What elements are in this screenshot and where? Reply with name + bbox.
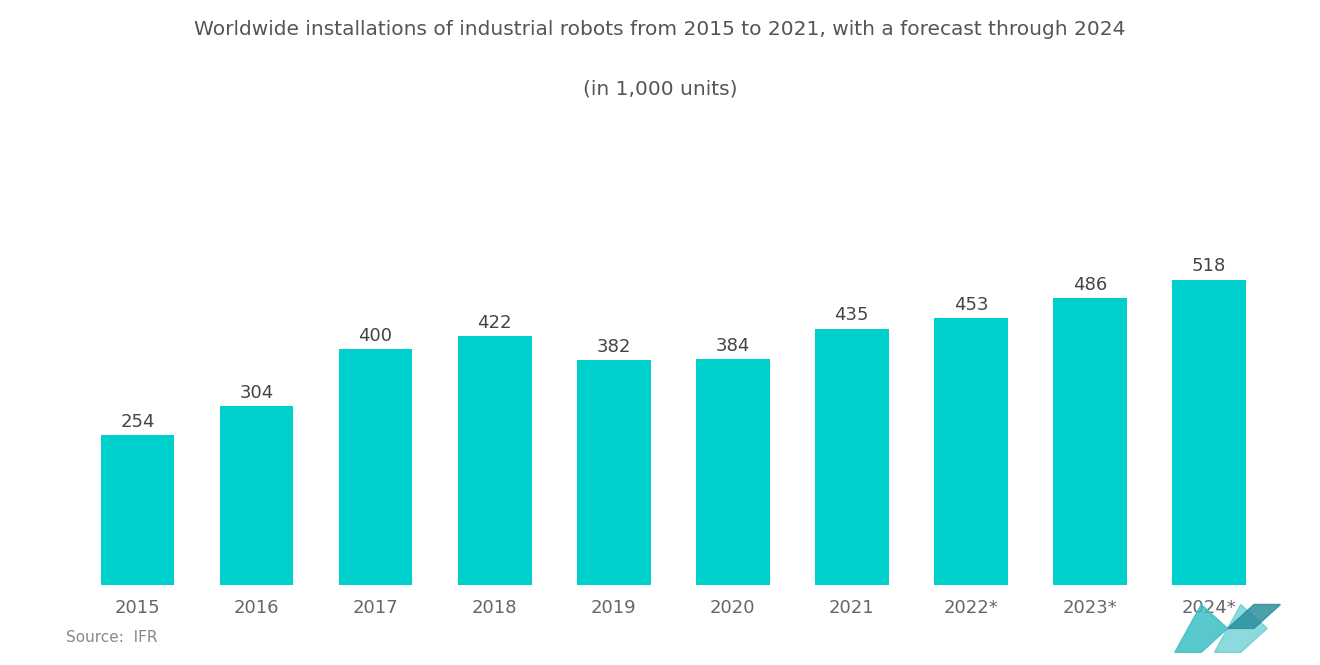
Bar [458, 336, 532, 585]
Text: 435: 435 [834, 307, 869, 325]
Bar [1172, 279, 1246, 585]
Text: Source:  IFR: Source: IFR [66, 630, 157, 645]
Text: 400: 400 [359, 327, 392, 345]
Bar [814, 329, 888, 585]
Text: (in 1,000 units): (in 1,000 units) [582, 80, 738, 99]
Text: 453: 453 [953, 296, 989, 314]
Text: 382: 382 [597, 338, 631, 356]
Text: 422: 422 [478, 314, 512, 332]
Text: Worldwide installations of industrial robots from 2015 to 2021, with a forecast : Worldwide installations of industrial ro… [194, 20, 1126, 39]
Bar [577, 360, 651, 585]
Bar [339, 349, 412, 585]
Text: 518: 518 [1192, 257, 1226, 275]
Bar [935, 318, 1007, 585]
Text: 486: 486 [1073, 277, 1107, 295]
Text: 384: 384 [715, 336, 750, 354]
Polygon shape [1175, 604, 1228, 652]
Bar [219, 406, 293, 585]
Text: 304: 304 [239, 384, 273, 402]
Text: 254: 254 [120, 413, 154, 431]
Polygon shape [1214, 604, 1267, 652]
Bar [696, 358, 770, 585]
Bar [1053, 299, 1127, 585]
Bar [100, 436, 174, 585]
Polygon shape [1228, 604, 1280, 628]
